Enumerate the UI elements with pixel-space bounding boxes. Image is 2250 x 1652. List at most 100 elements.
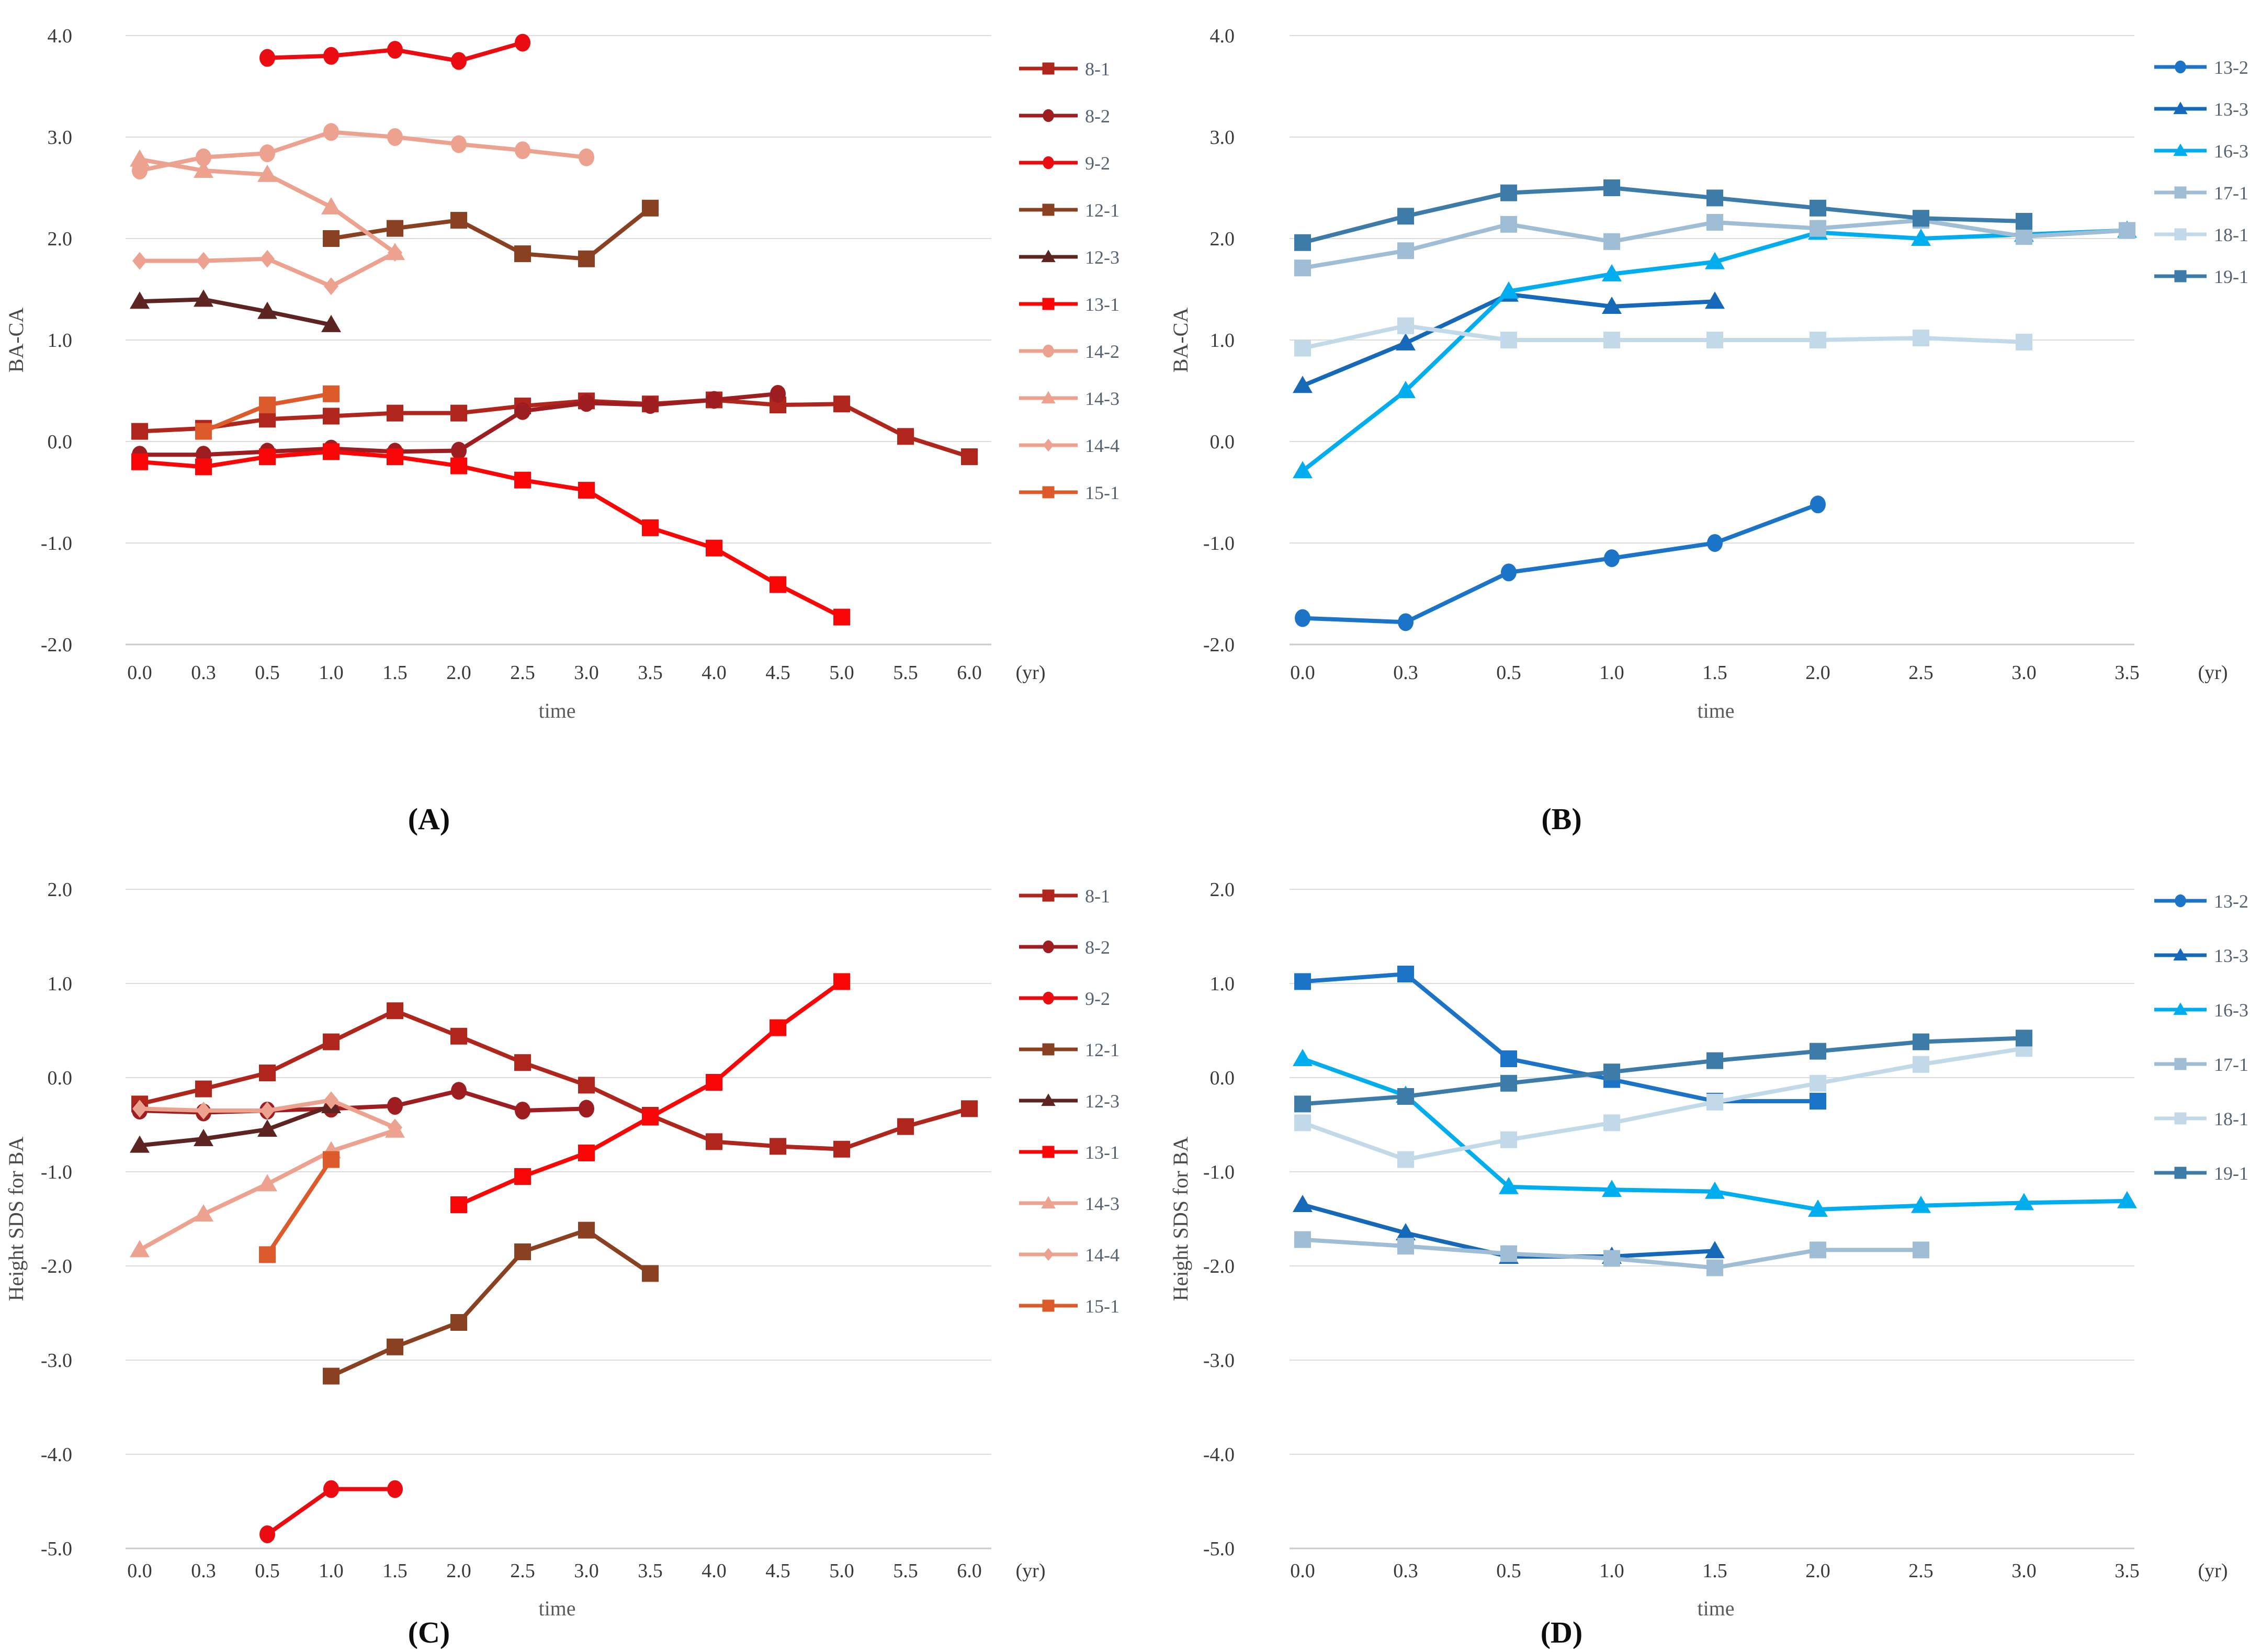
x-tick-label: 1.5: [1702, 662, 1727, 684]
circle-marker: [1295, 609, 1310, 627]
legend-label: 13-3: [2214, 99, 2248, 120]
legend-label: 14-3: [1085, 1193, 1120, 1214]
square-marker: [1706, 332, 1723, 348]
circle-marker: [642, 396, 658, 414]
triangle-marker: [1705, 291, 1725, 309]
series-15-1: [259, 1151, 340, 1263]
series-line: [1301, 1046, 2026, 1162]
x-tick-label: 2.5: [510, 1560, 535, 1582]
y-tick-label: 0.0: [48, 431, 73, 453]
y-tick-label: 1.0: [1210, 330, 1235, 352]
circle-marker: [579, 394, 594, 412]
series-line: [138, 297, 333, 327]
triangle-marker: [1602, 264, 1622, 281]
legend-label: 19-1: [2214, 266, 2248, 287]
x-tick-label: 1.0: [319, 662, 344, 684]
square-marker: [1042, 1299, 1055, 1312]
triangle-marker: [257, 164, 277, 182]
square-marker: [1810, 1074, 1826, 1092]
square-marker: [1042, 486, 1055, 499]
y-axis-title: Height SDS for BA: [4, 1137, 28, 1302]
y-tick-label: -5.0: [41, 1538, 72, 1560]
y-tick-label: 0.0: [48, 1067, 73, 1089]
series-17-1: [1294, 1231, 1929, 1276]
square-marker: [770, 576, 786, 593]
square-marker: [450, 1196, 467, 1213]
y-tick-label: -1.0: [41, 1161, 72, 1183]
y-axis-title: BA-CA: [4, 308, 28, 373]
legend-label: 17-1: [2214, 1054, 2248, 1075]
legend-label: 13-3: [2214, 945, 2248, 966]
legend-item-17-1: 17-1: [2154, 183, 2248, 203]
series-13-1: [450, 973, 850, 1213]
square-marker: [833, 973, 850, 990]
legend-item-8-2: 8-2: [1019, 106, 1110, 127]
y-axis-title: Height SDS for BA: [1169, 1137, 1192, 1302]
square-marker: [1810, 1043, 1826, 1060]
square-marker: [2174, 1058, 2187, 1070]
y-tick-label: 2.0: [48, 879, 73, 901]
square-marker: [2016, 213, 2032, 230]
diamond-marker: [132, 1100, 147, 1118]
circle-marker: [387, 41, 403, 59]
square-marker: [1810, 1093, 1826, 1110]
y-tick-label: 2.0: [1210, 879, 1235, 901]
circle-marker: [259, 144, 275, 163]
square-marker: [2174, 228, 2187, 241]
square-marker: [770, 1138, 786, 1155]
legend-item-13-1: 13-1: [1019, 1142, 1120, 1163]
legend-label: 8-1: [1085, 59, 1110, 80]
square-marker: [131, 423, 148, 440]
y-tick-label: -1.0: [41, 533, 72, 555]
legend-label: 12-3: [1085, 1091, 1120, 1112]
square-marker: [578, 1221, 595, 1239]
legend-label: 9-2: [1085, 153, 1110, 174]
series-19-1: [1294, 1029, 2032, 1113]
square-marker: [195, 458, 212, 476]
square-marker: [2016, 228, 2032, 245]
series-19-1: [1294, 179, 2032, 251]
x-tick-label: 4.0: [702, 1560, 727, 1582]
legend-label: 12-1: [1085, 1039, 1120, 1060]
square-marker: [450, 1314, 467, 1331]
circle-marker: [1707, 534, 1723, 552]
legend-label: 12-3: [1085, 247, 1120, 268]
square-marker: [1913, 1033, 1929, 1050]
series-8-1: [131, 1002, 978, 1158]
triangle-marker: [1041, 391, 1056, 404]
x-tick-label: 0.0: [127, 662, 152, 684]
square-marker: [387, 1002, 403, 1020]
square-marker: [1810, 199, 1826, 217]
triangle-marker: [130, 149, 150, 167]
triangle-marker: [1705, 252, 1725, 269]
square-marker: [514, 1243, 531, 1260]
x-unit-label: (yr): [1016, 1560, 1046, 1582]
square-marker: [1706, 189, 1723, 207]
legend-label: 9-2: [1085, 988, 1110, 1009]
square-marker: [706, 539, 722, 557]
square-marker: [961, 448, 978, 466]
circle-marker: [1043, 109, 1054, 122]
circle-marker: [259, 49, 275, 67]
square-marker: [1042, 298, 1055, 310]
square-marker: [642, 1265, 659, 1282]
circle-marker: [770, 384, 786, 403]
square-marker: [259, 448, 276, 466]
triangle-marker: [1705, 1181, 1725, 1199]
square-marker: [1500, 1245, 1517, 1262]
x-tick-label: 4.5: [765, 662, 790, 684]
x-tick-label: 1.5: [382, 662, 408, 684]
square-marker: [642, 199, 659, 217]
panel-a: 4.0 3.0 2.0 1.0 0.0 -1.0 -2.0 0.0 0.3 0.5 1.0 1.5 2.…: [4, 25, 1120, 836]
legend-label: 16-3: [2214, 141, 2248, 162]
square-marker: [1397, 317, 1414, 334]
square-marker: [1294, 1231, 1311, 1248]
legend-item-18-1: 18-1: [2154, 1108, 2248, 1129]
series-12-1: [323, 1221, 659, 1385]
square-marker: [833, 1140, 850, 1158]
square-marker: [833, 608, 850, 626]
square-marker: [1397, 966, 1414, 982]
circle-marker: [515, 402, 530, 420]
legend-item-14-3: 14-3: [1019, 1193, 1120, 1214]
